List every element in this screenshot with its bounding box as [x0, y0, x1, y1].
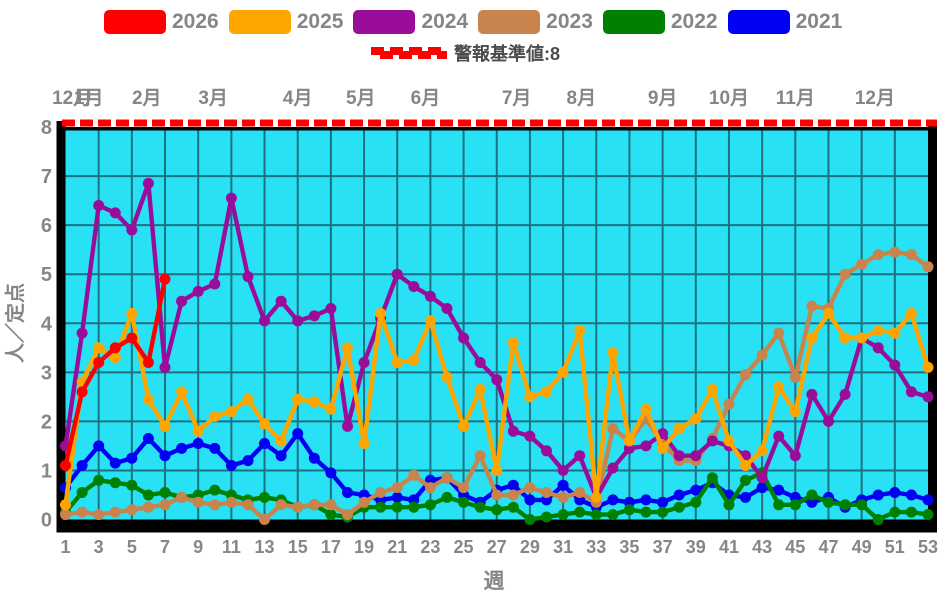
- svg-text:47: 47: [818, 537, 838, 557]
- svg-text:8月: 8月: [567, 88, 597, 109]
- svg-text:9: 9: [193, 537, 203, 557]
- svg-text:2月: 2月: [132, 88, 162, 109]
- legend-swatch-2026: [104, 10, 166, 34]
- svg-text:27: 27: [487, 537, 507, 557]
- svg-text:5: 5: [127, 537, 137, 557]
- legend-label: 2022: [670, 10, 718, 33]
- x-axis-title: 週: [484, 570, 505, 593]
- svg-text:2: 2: [41, 411, 52, 433]
- svg-text:0: 0: [41, 510, 52, 532]
- svg-text:29: 29: [520, 537, 540, 557]
- svg-text:5: 5: [41, 264, 52, 286]
- svg-text:1月: 1月: [74, 88, 104, 109]
- svg-text:53: 53: [918, 537, 938, 557]
- svg-text:31: 31: [553, 537, 573, 557]
- svg-text:25: 25: [454, 537, 474, 557]
- svg-text:23: 23: [420, 537, 440, 557]
- svg-text:12月: 12月: [855, 88, 895, 109]
- legend-swatch-2025: [228, 10, 291, 34]
- svg-text:5月: 5月: [346, 88, 376, 109]
- svg-text:39: 39: [686, 537, 706, 557]
- threshold-label: 警報基準値:8: [454, 44, 561, 64]
- svg-text:4: 4: [41, 313, 53, 335]
- svg-text:33: 33: [586, 537, 606, 557]
- x-axis-ticks: 1 3 5 7 9 11 13 15 17 19 21 23 25 27 29 31 33 35 37 39 41 43 4…: [60, 537, 938, 557]
- svg-text:1: 1: [41, 460, 52, 482]
- svg-text:3: 3: [41, 362, 52, 384]
- svg-text:19: 19: [354, 537, 374, 557]
- legend-item-2022: 2022: [602, 10, 718, 34]
- svg-text:1: 1: [60, 537, 70, 557]
- legend-label: 2023: [546, 10, 593, 33]
- legend-swatch-2021: [727, 10, 790, 34]
- series-2026: [60, 273, 171, 471]
- legend-item-2024: 2024: [353, 10, 468, 34]
- svg-text:13: 13: [255, 537, 275, 557]
- svg-text:11月: 11月: [776, 88, 815, 109]
- svg-text:21: 21: [387, 537, 407, 557]
- svg-text:17: 17: [321, 537, 341, 557]
- legend-item-2026: 2026: [104, 10, 219, 34]
- svg-text:7月: 7月: [502, 88, 532, 109]
- svg-text:7: 7: [41, 166, 52, 188]
- series-2025: [60, 307, 934, 511]
- legend-swatch-2022: [602, 10, 665, 34]
- svg-text:4月: 4月: [283, 88, 313, 109]
- legend-swatch-2024: [353, 10, 416, 34]
- threshold-legend: 警報基準値:8: [371, 42, 560, 64]
- svg-text:37: 37: [653, 537, 673, 557]
- svg-text:41: 41: [719, 537, 739, 557]
- svg-text:3月: 3月: [198, 88, 228, 109]
- svg-text:7: 7: [160, 537, 170, 557]
- svg-text:15: 15: [288, 537, 308, 557]
- y-axis-ticks: 0 1 2 3 4 5 6 7 8: [41, 117, 53, 532]
- legend-label: 2026: [172, 10, 219, 33]
- svg-text:11: 11: [222, 537, 241, 557]
- svg-text:43: 43: [752, 537, 772, 557]
- svg-text:45: 45: [785, 537, 805, 557]
- legend-item-2025: 2025: [228, 10, 344, 34]
- svg-text:51: 51: [885, 537, 905, 557]
- threshold-dash-icon: [371, 47, 447, 59]
- svg-text:6: 6: [41, 215, 52, 237]
- svg-text:10月: 10月: [709, 88, 749, 109]
- svg-text:49: 49: [852, 537, 872, 557]
- axis-borders: [56, 121, 937, 533]
- legend-swatch-2023: [478, 10, 541, 34]
- legend: 2026 2025 2024 2023 2022 2021: [104, 10, 852, 34]
- legend-item-2023: 2023: [478, 10, 593, 34]
- legend-item-2021: 2021: [727, 10, 843, 34]
- svg-text:6月: 6月: [411, 88, 441, 109]
- svg-text:8: 8: [41, 117, 52, 139]
- legend-label: 2021: [795, 10, 843, 33]
- legend-label: 2024: [421, 10, 469, 33]
- svg-text:3: 3: [94, 537, 104, 557]
- y-axis-title: 人／定点: [3, 283, 27, 363]
- legend-label: 2025: [296, 10, 344, 33]
- svg-text:9月: 9月: [648, 88, 678, 109]
- svg-text:12月: 12月: [52, 88, 92, 109]
- svg-text:35: 35: [619, 537, 639, 557]
